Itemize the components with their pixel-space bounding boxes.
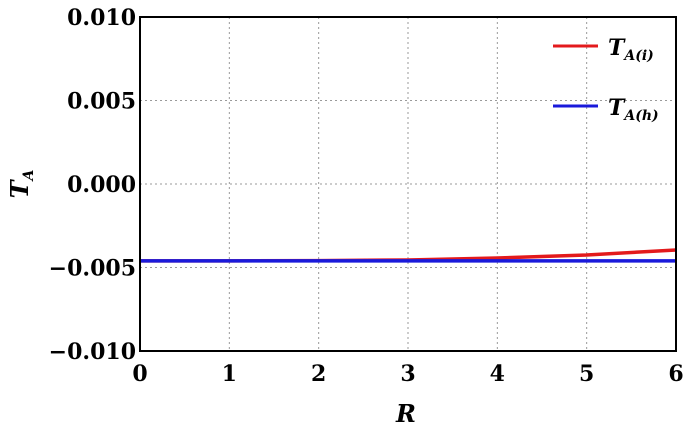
x-tick-label: 1 [222, 361, 237, 387]
y-axis-label: TA [5, 170, 37, 199]
legend-label-1: TA(h) [608, 95, 659, 124]
x-tick-label: 5 [579, 361, 594, 387]
y-tick-label: 0.005 [67, 89, 136, 115]
y-axis-label-sub: A [21, 170, 37, 183]
x-tick-label: 2 [311, 361, 326, 387]
x-axis-label: R [395, 399, 416, 428]
x-tick-label: 0 [132, 361, 147, 387]
y-tick-label: 0.000 [67, 172, 136, 198]
x-tick-labels: 0 1 2 3 4 5 6 [132, 361, 683, 387]
y-axis-label-main: T [5, 178, 34, 198]
plot-frame [139, 16, 677, 352]
legend: TA(i) TA(h) [553, 35, 659, 124]
y-tick-label: −0.010 [49, 339, 136, 365]
series-layer [140, 248, 677, 263]
x-tick-label: 3 [400, 361, 415, 387]
y-tick-label: 0.010 [67, 5, 136, 31]
legend-label-0: TA(i) [608, 35, 654, 64]
x-tick-label: 4 [490, 361, 505, 387]
y-tick-label: −0.005 [49, 256, 136, 282]
grid [140, 17, 676, 351]
x-tick-label: 6 [668, 361, 683, 387]
y-tick-labels: 0.010 0.005 0.000 −0.005 −0.010 [49, 5, 136, 365]
